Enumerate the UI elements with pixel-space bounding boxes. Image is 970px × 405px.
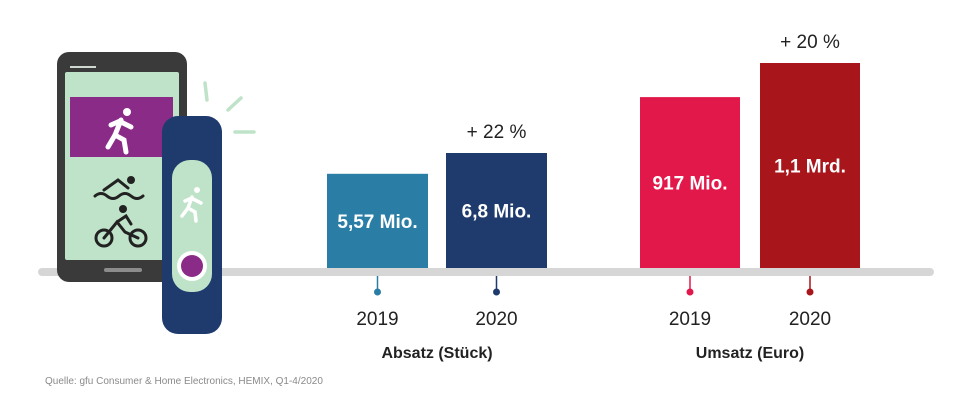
umsatz-tick-dot-2020 [806,288,814,296]
umsatz-data-label-2020: 1,1 Mrd. [774,157,846,178]
absatz-data-label-2019: 5,57 Mio. [337,212,417,233]
absatz-bar-2019 [327,173,428,268]
smartphone-icon [57,52,187,282]
cycling-icon [94,205,148,248]
umsatz-bar-2020 [760,63,860,268]
fitness-band-icon [162,81,256,334]
source-note: Quelle: gfu Consumer & Home Electronics,… [45,376,323,387]
umsatz-tick-dot-2019 [686,288,694,296]
umsatz-chart-title: Umsatz (Euro) [696,345,804,362]
running-panel [70,97,173,157]
absatz-tick-dot-2020 [493,288,500,296]
swimming-icon [93,176,145,200]
umsatz-bar-2019 [640,97,740,268]
umsatz-tick-label-2020: 2020 [789,309,831,330]
running-icon [105,108,134,155]
absatz-tick-label-2020: 2020 [475,309,517,330]
absatz-data-label-2020: 6,8 Mio. [462,202,532,223]
umsatz-growth-label: + 20 % [780,32,840,53]
absatz-chart-title: Absatz (Stück) [381,345,492,362]
absatz-tick-dot-2019 [374,288,381,296]
baseline [38,268,934,276]
umsatz-data-label-2019: 917 Mio. [653,174,728,195]
umsatz-tick-label-2019: 2019 [669,309,711,330]
absatz-tick-label-2019: 2019 [356,309,398,330]
absatz-growth-label: + 22 % [467,122,527,143]
absatz-bar-2020 [446,153,547,268]
